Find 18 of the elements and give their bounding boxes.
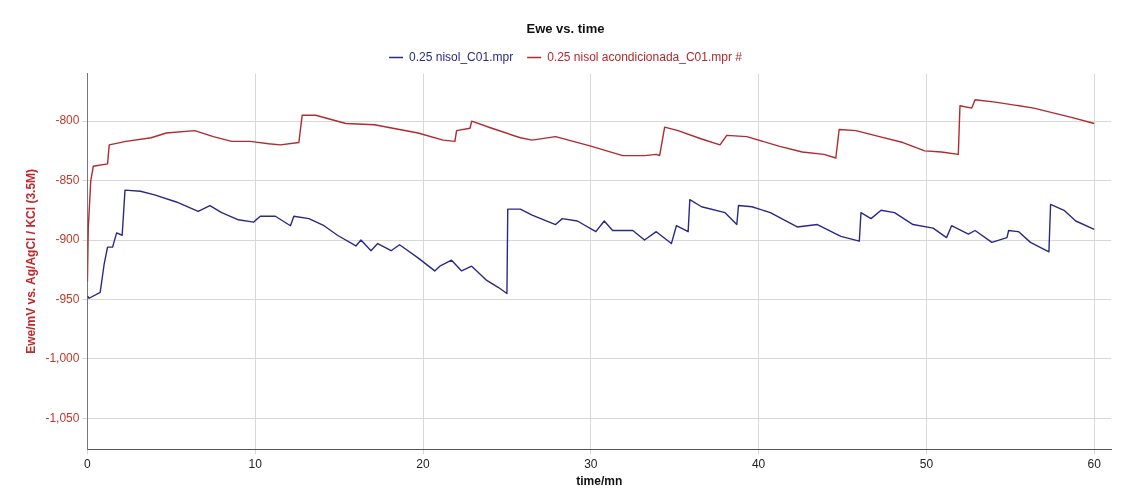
x-tick-label: 50: [919, 456, 934, 471]
y-tick-label: -1,000: [45, 351, 80, 366]
legend-label: 0.25 nisol_C01.mpr: [409, 49, 514, 64]
x-tick-label: 10: [248, 456, 263, 471]
y-tick-label: -1,050: [45, 410, 80, 425]
x-tick-label: 40: [751, 456, 766, 471]
y-tick-label: -900: [55, 232, 80, 247]
x-tick-label: 0: [84, 456, 92, 471]
y-axis-title: Ewe/mV vs. Ag/AgCl / KCl (3.5M): [23, 168, 38, 354]
x-tick-label: 20: [416, 456, 431, 471]
y-tick-label: -950: [55, 291, 80, 306]
y-tick-label: -850: [55, 172, 80, 187]
legend-label: 0.25 nisol acondicionada_C01.mpr #: [547, 49, 743, 64]
x-tick-label: 60: [1087, 456, 1102, 471]
chart-title: Ewe vs. time: [526, 21, 605, 37]
x-tick-label: 30: [584, 456, 598, 471]
y-tick-label: -800: [55, 113, 80, 128]
x-axis-title: time/mn: [576, 474, 623, 489]
